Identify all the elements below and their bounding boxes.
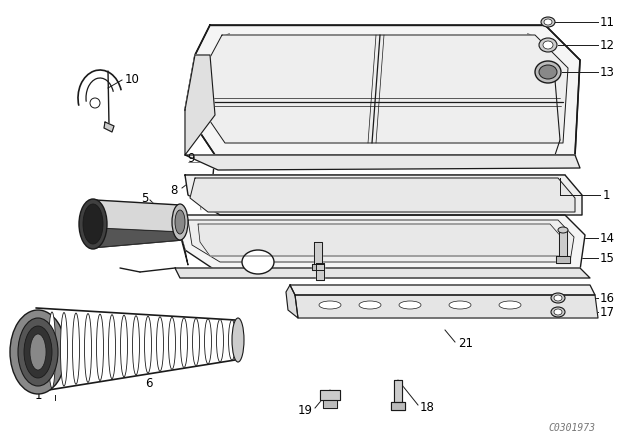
- Ellipse shape: [232, 318, 244, 362]
- Ellipse shape: [535, 61, 561, 83]
- Polygon shape: [198, 224, 564, 256]
- Polygon shape: [391, 402, 405, 410]
- Polygon shape: [185, 155, 580, 170]
- Text: 17: 17: [600, 306, 615, 319]
- Ellipse shape: [168, 317, 175, 369]
- Polygon shape: [197, 35, 568, 143]
- Ellipse shape: [399, 301, 421, 309]
- Text: 18: 18: [420, 401, 435, 414]
- Ellipse shape: [539, 38, 557, 52]
- Ellipse shape: [319, 301, 341, 309]
- Ellipse shape: [79, 199, 107, 249]
- Ellipse shape: [205, 319, 211, 364]
- Polygon shape: [90, 228, 182, 248]
- Polygon shape: [188, 220, 574, 262]
- Text: 15: 15: [600, 251, 615, 264]
- Ellipse shape: [72, 313, 79, 384]
- Ellipse shape: [544, 19, 552, 25]
- Polygon shape: [175, 268, 590, 278]
- Text: 13: 13: [600, 65, 615, 78]
- Ellipse shape: [180, 318, 188, 367]
- Polygon shape: [312, 264, 324, 270]
- Polygon shape: [90, 200, 182, 248]
- Polygon shape: [394, 380, 402, 402]
- Polygon shape: [175, 215, 585, 270]
- Ellipse shape: [543, 41, 553, 49]
- Text: 21: 21: [458, 336, 473, 349]
- Polygon shape: [295, 295, 598, 318]
- Ellipse shape: [83, 204, 103, 244]
- Ellipse shape: [109, 314, 115, 379]
- Text: 3: 3: [243, 255, 250, 268]
- Ellipse shape: [61, 313, 67, 386]
- Text: 16: 16: [600, 292, 615, 305]
- Polygon shape: [190, 178, 575, 212]
- Text: 9: 9: [188, 151, 195, 164]
- Polygon shape: [323, 400, 337, 408]
- Text: 10: 10: [125, 73, 140, 86]
- Text: C0301973: C0301973: [548, 423, 595, 433]
- Ellipse shape: [558, 227, 568, 233]
- Text: 2: 2: [308, 246, 316, 258]
- Text: 11: 11: [600, 16, 615, 29]
- Text: 14: 14: [600, 232, 615, 245]
- Text: 5: 5: [141, 191, 148, 204]
- Ellipse shape: [90, 98, 100, 108]
- Ellipse shape: [18, 318, 58, 386]
- Polygon shape: [559, 230, 567, 256]
- Text: 19: 19: [298, 404, 313, 417]
- Ellipse shape: [10, 310, 66, 394]
- Ellipse shape: [449, 301, 471, 309]
- Ellipse shape: [242, 250, 274, 274]
- Ellipse shape: [541, 17, 555, 27]
- Polygon shape: [185, 55, 215, 155]
- Text: 8: 8: [171, 184, 178, 197]
- Polygon shape: [320, 390, 340, 400]
- Ellipse shape: [554, 295, 562, 301]
- Text: 1: 1: [603, 189, 611, 202]
- Ellipse shape: [30, 334, 46, 370]
- Ellipse shape: [132, 316, 140, 375]
- Ellipse shape: [49, 312, 56, 388]
- Ellipse shape: [551, 307, 565, 317]
- Ellipse shape: [175, 210, 185, 234]
- Ellipse shape: [359, 301, 381, 309]
- Polygon shape: [290, 285, 595, 295]
- Text: 12: 12: [600, 39, 615, 52]
- Ellipse shape: [554, 309, 562, 315]
- Ellipse shape: [216, 319, 223, 362]
- Ellipse shape: [24, 326, 52, 378]
- Ellipse shape: [120, 315, 127, 377]
- Ellipse shape: [172, 204, 188, 240]
- Ellipse shape: [97, 314, 104, 380]
- Text: 6: 6: [145, 376, 152, 389]
- Polygon shape: [175, 215, 188, 265]
- Polygon shape: [185, 25, 580, 155]
- Polygon shape: [314, 242, 322, 264]
- Polygon shape: [556, 256, 570, 263]
- Polygon shape: [185, 175, 582, 215]
- Text: 20: 20: [290, 229, 305, 242]
- Polygon shape: [104, 122, 114, 132]
- Polygon shape: [286, 285, 298, 318]
- Ellipse shape: [551, 293, 565, 303]
- Text: 1: 1: [35, 388, 42, 401]
- Ellipse shape: [228, 320, 236, 360]
- Ellipse shape: [193, 319, 200, 366]
- Ellipse shape: [84, 314, 92, 383]
- Ellipse shape: [157, 317, 163, 371]
- Text: 4: 4: [164, 220, 172, 233]
- Ellipse shape: [499, 301, 521, 309]
- Ellipse shape: [539, 65, 557, 79]
- Polygon shape: [316, 263, 324, 280]
- Ellipse shape: [145, 316, 152, 373]
